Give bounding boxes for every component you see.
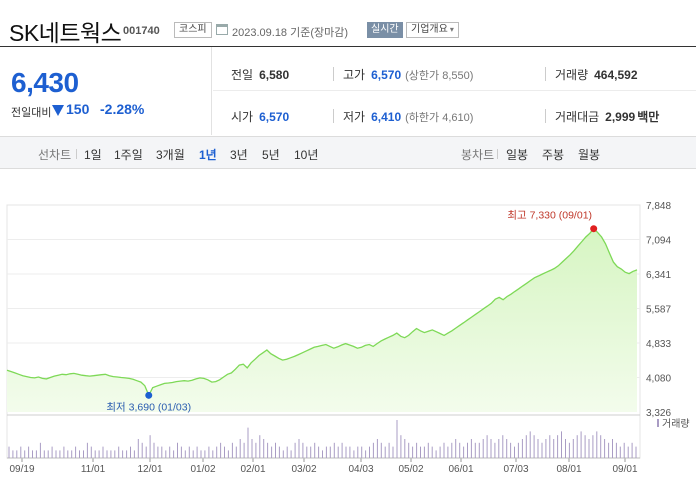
volume-legend-label: 거래량 xyxy=(662,418,690,430)
change-percent: -2.28% xyxy=(100,101,145,117)
max-annotation: 최고 7,330 (09/01) xyxy=(507,210,592,222)
current-price: 6,430 xyxy=(11,67,79,98)
tab-daily[interactable]: 일봉 xyxy=(506,148,529,162)
x-tick-label: 08/01 xyxy=(556,464,581,475)
stat-amount: 거래대금 2,999 백만 xyxy=(555,108,659,125)
x-tick-label: 02/01 xyxy=(240,464,265,475)
min-marker xyxy=(145,391,153,399)
date-basis: 2023.09.18 기준(장마감) xyxy=(232,27,349,39)
stock-name: SK네트웍스 xyxy=(9,20,122,46)
x-tick-label: 09/01 xyxy=(612,464,637,475)
stat-sub: (하한가 4,610) xyxy=(405,112,474,124)
tab-5y[interactable]: 5년 xyxy=(262,148,280,162)
stat-separator xyxy=(333,67,334,81)
stat-separator xyxy=(545,67,546,81)
stat-label: 시가 xyxy=(231,110,254,124)
change-value: 150 xyxy=(66,101,90,117)
stat-separator xyxy=(333,109,334,123)
stat-label: 거래대금 xyxy=(555,110,600,124)
volume-legend-swatch xyxy=(657,419,659,427)
realtime-button[interactable]: 실시간 xyxy=(367,22,403,38)
y-tick-label: 7,094 xyxy=(646,236,671,247)
tab-1y[interactable]: 1년 xyxy=(199,148,217,162)
tab-1w[interactable]: 1주일 xyxy=(114,148,143,162)
x-tick-label: 06/01 xyxy=(448,464,473,475)
y-tick-label: 5,587 xyxy=(646,305,671,316)
tab-weekly[interactable]: 주봉 xyxy=(542,148,565,162)
tab-3m[interactable]: 3개월 xyxy=(156,148,185,162)
stock-code: 001740 xyxy=(123,25,160,37)
tab-separator xyxy=(76,149,77,159)
x-tick-label: 03/02 xyxy=(291,464,316,475)
stat-open: 시가 6,570 xyxy=(231,108,289,125)
tab-monthly[interactable]: 월봉 xyxy=(578,148,601,162)
x-tick-label: 04/03 xyxy=(348,464,373,475)
price-line xyxy=(6,227,638,397)
y-tick-label: 3,326 xyxy=(646,408,671,419)
price-area xyxy=(7,228,637,412)
x-tick-label: 09/19 xyxy=(9,464,34,475)
stock-header: SK네트웍스 001740 코스피 2023.09.18 기준(장마감) 실시간… xyxy=(0,0,696,46)
price-chart-svg: 7,848 7,094 6,341 5,587 4,833 4,080 3,326 09/19… xyxy=(6,201,690,475)
x-tick-label: 05/02 xyxy=(398,464,423,475)
chart-tabbar: 선차트 1일 1주일 3개월 1년 3년 5년 10년 봉차트 일봉 주봉 월봉 xyxy=(0,136,696,169)
stat-unit: 백만 xyxy=(637,110,660,124)
stat-label: 전일 xyxy=(231,68,254,82)
line-chart-label[interactable]: 선차트 xyxy=(38,148,72,162)
stat-sub: (상한가 8,550) xyxy=(405,70,474,82)
x-tick-label: 12/01 xyxy=(137,464,162,475)
y-tick-label: 4,833 xyxy=(646,339,671,350)
stats-table: 전일 6,580 고가 6,570 (상한가 8,550) 거래량 464,592 시가… xyxy=(213,47,696,135)
stat-value: 6,580 xyxy=(259,68,290,82)
company-overview-button[interactable]: 기업개요 ▾ xyxy=(406,22,459,38)
down-triangle-icon xyxy=(52,105,64,116)
price-chart: 7,848 7,094 6,341 5,587 4,833 4,080 3,326 09/19… xyxy=(0,195,696,492)
stat-value: 2,999 xyxy=(605,110,636,124)
stat-label: 고가 xyxy=(343,68,366,82)
stat-volume: 거래량 464,592 xyxy=(555,66,638,83)
stat-prev-close: 전일 6,580 xyxy=(231,66,289,83)
company-overview-label: 기업개요 xyxy=(411,24,448,35)
calendar-icon xyxy=(216,24,228,35)
change-label: 전일대비 xyxy=(11,107,52,119)
stat-label: 저가 xyxy=(343,110,366,124)
tab-10y[interactable]: 10년 xyxy=(294,148,319,162)
stat-value: 6,570 xyxy=(371,68,402,82)
max-marker xyxy=(590,225,598,233)
stat-separator xyxy=(545,109,546,123)
x-tick-label: 01/02 xyxy=(190,464,215,475)
y-tick-label: 7,848 xyxy=(646,201,671,212)
y-tick-label: 4,080 xyxy=(646,374,671,385)
tab-3y[interactable]: 3년 xyxy=(230,148,248,162)
stats-divider xyxy=(213,90,696,91)
stat-value: 6,410 xyxy=(371,110,402,124)
stat-value: 6,570 xyxy=(259,110,290,124)
market-badge: 코스피 xyxy=(174,22,212,38)
chevron-down-icon: ▾ xyxy=(449,25,454,34)
candle-chart-label[interactable]: 봉차트 xyxy=(461,148,495,162)
tab-separator xyxy=(497,149,498,159)
stat-low: 저가 6,410 (하한가 4,610) xyxy=(343,108,473,125)
stat-value: 464,592 xyxy=(594,68,638,82)
y-tick-label: 6,341 xyxy=(646,270,671,281)
stat-high: 고가 6,570 (상한가 8,550) xyxy=(343,66,473,83)
price-block: 6,430 전일대비 150 -2.28% xyxy=(0,47,212,135)
min-annotation: 최저 3,690 (01/03) xyxy=(106,401,191,413)
x-tick-label: 07/03 xyxy=(503,464,528,475)
header-divider xyxy=(0,46,696,47)
x-tick-label: 11/01 xyxy=(81,464,106,475)
tab-1d[interactable]: 1일 xyxy=(84,148,102,162)
stat-label: 거래량 xyxy=(555,68,589,82)
